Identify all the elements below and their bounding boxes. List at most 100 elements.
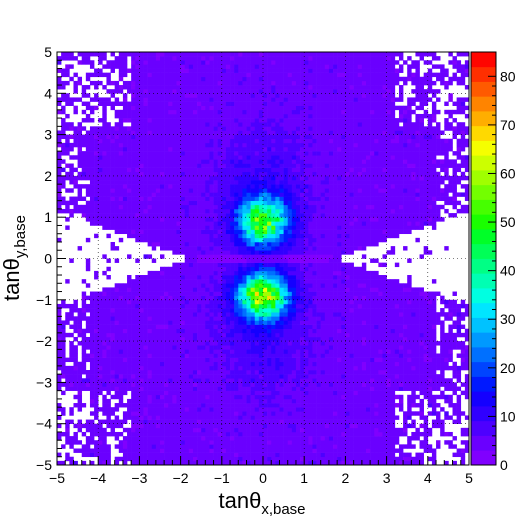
heatmap-cell bbox=[201, 266, 206, 272]
heatmap-cell bbox=[221, 118, 227, 123]
heatmap-cell bbox=[263, 361, 268, 367]
heatmap-cell bbox=[164, 374, 169, 379]
heatmap-cell bbox=[127, 151, 132, 156]
heatmap-cell bbox=[151, 89, 157, 94]
heatmap-cell bbox=[188, 233, 194, 239]
heatmap-cell bbox=[201, 382, 206, 387]
heatmap-cell bbox=[114, 221, 120, 226]
heatmap-cell bbox=[188, 146, 194, 152]
heatmap-cell bbox=[65, 427, 70, 433]
heatmap-cell bbox=[267, 419, 272, 424]
heatmap-cell bbox=[118, 85, 124, 90]
heatmap-cell bbox=[250, 151, 256, 156]
heatmap-cell bbox=[110, 312, 115, 317]
heatmap-cell bbox=[151, 345, 157, 350]
heatmap-cell bbox=[254, 167, 260, 173]
heatmap-cell bbox=[81, 378, 87, 383]
heatmap-cell bbox=[77, 312, 83, 317]
heatmap-cell bbox=[271, 155, 276, 160]
heatmap-cell bbox=[192, 93, 198, 98]
heatmap-cell bbox=[271, 444, 276, 449]
heatmap-cell bbox=[209, 460, 214, 466]
heatmap-cell bbox=[209, 151, 214, 156]
heatmap-cell bbox=[287, 262, 293, 268]
heatmap-cell bbox=[271, 196, 276, 201]
heatmap-cell bbox=[258, 407, 264, 412]
heatmap-cell bbox=[172, 56, 177, 61]
heatmap-cell bbox=[217, 320, 223, 325]
heatmap-cell bbox=[85, 336, 91, 342]
heatmap-cell bbox=[114, 336, 120, 342]
heatmap-cell bbox=[225, 452, 231, 458]
heatmap-cell bbox=[271, 122, 276, 127]
heatmap-cell bbox=[213, 316, 218, 321]
heatmap-cell bbox=[279, 308, 284, 313]
heatmap-cell bbox=[98, 353, 103, 358]
heatmap-cell bbox=[263, 436, 268, 441]
heatmap-cell bbox=[279, 440, 284, 445]
heatmap-cell bbox=[168, 109, 173, 115]
heatmap-cell bbox=[89, 460, 95, 466]
heatmap-cell bbox=[225, 353, 231, 358]
heatmap-cell bbox=[246, 303, 251, 309]
heatmap-cell bbox=[131, 159, 136, 164]
heatmap-cell bbox=[176, 85, 181, 90]
heatmap-cell bbox=[110, 345, 115, 350]
heatmap-cell bbox=[160, 308, 165, 313]
heatmap-cell bbox=[135, 431, 140, 437]
heatmap-cell bbox=[279, 159, 284, 164]
heatmap-cell bbox=[205, 456, 210, 462]
heatmap-cell bbox=[176, 52, 181, 57]
heatmap-cell bbox=[246, 456, 251, 462]
heatmap-cell bbox=[209, 266, 214, 272]
heatmap-cell bbox=[267, 456, 272, 462]
heatmap-cell bbox=[122, 283, 128, 288]
heatmap-cell bbox=[275, 361, 280, 367]
heatmap-cell bbox=[246, 113, 251, 119]
heatmap-cell bbox=[110, 353, 115, 358]
heatmap-cell bbox=[155, 134, 161, 140]
heatmap-cell bbox=[271, 229, 276, 235]
heatmap-cell bbox=[106, 411, 111, 416]
heatmap-cell bbox=[279, 93, 284, 98]
heatmap-cell bbox=[267, 188, 272, 193]
heatmap-cell bbox=[106, 60, 111, 65]
heatmap-cell bbox=[197, 419, 202, 424]
heatmap-cell bbox=[122, 175, 128, 181]
heatmap-cell bbox=[242, 365, 247, 371]
heatmap-cell bbox=[114, 374, 120, 379]
heatmap-cell bbox=[176, 237, 181, 243]
heatmap-cell bbox=[176, 204, 181, 210]
heatmap-cell bbox=[234, 171, 239, 177]
heatmap-cell bbox=[242, 113, 247, 119]
heatmap-cell bbox=[230, 303, 235, 309]
heatmap-cell bbox=[254, 126, 260, 131]
heatmap-cell bbox=[160, 431, 165, 437]
heatmap-cell bbox=[254, 175, 260, 181]
heatmap-cell bbox=[192, 188, 198, 193]
heatmap-cell bbox=[267, 138, 272, 144]
heatmap-cell bbox=[135, 200, 140, 206]
heatmap-cell bbox=[205, 184, 210, 189]
heatmap-cell bbox=[147, 394, 153, 400]
heatmap-cell bbox=[69, 411, 74, 416]
heatmap-cell bbox=[164, 237, 169, 243]
heatmap-cell bbox=[89, 370, 95, 375]
heatmap-cell bbox=[61, 332, 66, 338]
heatmap-cell bbox=[106, 456, 111, 462]
heatmap-cell bbox=[73, 365, 78, 371]
heatmap-cell bbox=[287, 225, 293, 230]
heatmap-cell bbox=[213, 208, 218, 214]
heatmap-cell bbox=[77, 328, 83, 334]
heatmap-cell bbox=[263, 295, 268, 301]
heatmap-cell bbox=[258, 113, 264, 119]
heatmap-cell bbox=[258, 225, 264, 230]
heatmap-cell bbox=[89, 332, 95, 338]
heatmap-cell bbox=[225, 390, 231, 396]
heatmap-cell bbox=[238, 452, 243, 458]
heatmap-cell bbox=[89, 390, 95, 396]
heatmap-cell bbox=[131, 97, 136, 102]
heatmap-cell bbox=[147, 142, 153, 148]
heatmap-cell bbox=[155, 196, 161, 201]
heatmap-cell bbox=[131, 155, 136, 160]
